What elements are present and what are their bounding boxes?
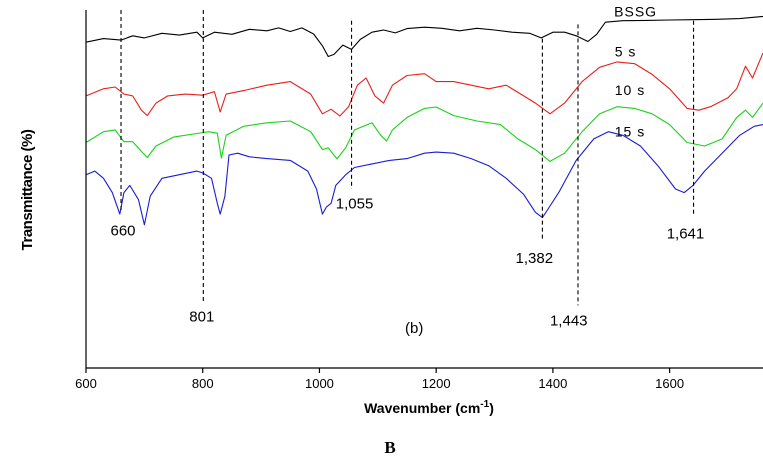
annotation-label-2: 1,055 [336,195,374,212]
annotation-label-1: 801 [189,308,214,325]
axes [85,10,763,369]
annotation-label-3: 1,382 [516,250,554,267]
series-label-2: 10 s [615,82,645,98]
x-ticks: 600 800 1000 1200 1400 1600 [75,368,684,391]
annotation-label-5: 1,641 [667,225,705,242]
series-lines [85,15,763,226]
x-tick-label-1200: 1200 [422,376,451,391]
x-axis-label: Wavenumber (cm-1) [364,399,494,416]
annotation-label-0: 660 [111,223,136,240]
x-tick-label-1000: 1000 [305,376,334,391]
annotation-lines [120,10,695,306]
annotation-label-4: 1,443 [550,312,588,329]
annotation-labels: 660 801 1,055 1,382 1,443 1,641 [111,195,705,329]
x-tick-label-800: 800 [192,376,214,391]
x-tick-label-1600: 1600 [655,376,684,391]
series-line-2 [85,102,763,162]
series-line-1 [85,52,763,117]
y-axis-label: Transmittance (%) [19,129,36,250]
series-label-1: 5 s [615,44,637,60]
series-line-0 [85,15,763,58]
x-tick-label-1400: 1400 [538,376,567,391]
figure-caption: B [384,438,395,457]
series-labels: BSSG 5 s 10 s 15 s [614,3,657,140]
labels: Transmittance (%) Wavenumber (cm-1) (b) … [19,129,494,457]
x-tick-label-600: 600 [75,376,97,391]
series-label-0: BSSG [614,3,657,19]
series-label-3: 15 s [615,124,645,140]
series-line-3 [85,124,763,226]
panel-label: (b) [405,320,423,337]
